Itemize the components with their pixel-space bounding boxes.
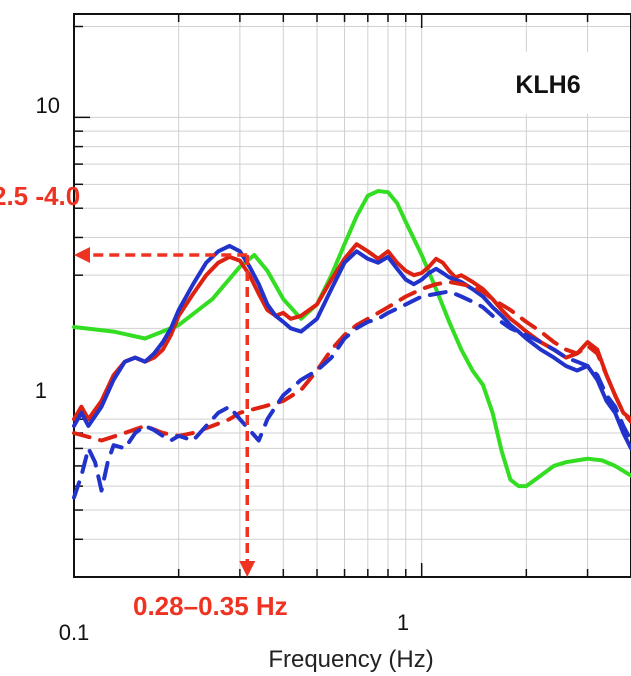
series-line-5 xyxy=(72,289,631,500)
amplitude-arrow-head xyxy=(74,246,90,263)
plot-frame xyxy=(73,13,631,578)
y-tick-label-10: 10 xyxy=(36,93,60,118)
series-line-3 xyxy=(72,243,631,451)
station-label-box xyxy=(472,52,596,114)
frequency-arrow-head xyxy=(239,561,256,577)
amplitude-range-label: 2.5 -4.0 xyxy=(0,181,80,211)
x-axis-title: Frequency (Hz) xyxy=(268,646,433,673)
frequency-range-label: 0.28–0.35 Hz xyxy=(133,591,288,621)
station-label: KLH6 xyxy=(515,71,580,99)
y-tick-label-1: 1 xyxy=(35,378,47,403)
x-tick-label-1: 1 xyxy=(397,610,409,635)
series-layer xyxy=(72,189,631,500)
annotation-layer xyxy=(74,246,256,577)
x-tick-label-0-1: 0.1 xyxy=(59,620,90,645)
series-line-1 xyxy=(72,189,631,489)
series-line-4 xyxy=(72,279,631,443)
